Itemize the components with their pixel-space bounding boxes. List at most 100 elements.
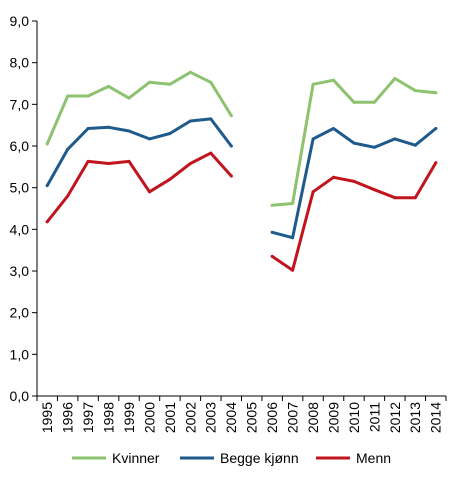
legend-label: Begge kjønn: [220, 450, 299, 466]
series-begge-kj-nn: [45, 117, 438, 240]
data-point: [311, 82, 315, 86]
data-point: [311, 190, 315, 194]
data-point: [168, 132, 172, 135]
data-point: [188, 162, 192, 165]
data-point: [352, 100, 356, 104]
data-point: [229, 174, 233, 178]
data-point: [86, 94, 90, 98]
data-point: [188, 70, 192, 74]
data-point: [229, 114, 233, 118]
data-point: [107, 162, 111, 165]
data-point: [127, 159, 131, 163]
x-tick-label: 2000: [141, 402, 157, 433]
y-tick-label: 6,0: [10, 138, 30, 154]
series-kvinner: [45, 70, 438, 207]
data-point: [45, 184, 49, 188]
data-point: [393, 196, 397, 200]
data-point: [270, 230, 274, 234]
x-tick-label: 1996: [60, 402, 76, 433]
y-tick-label: 5,0: [10, 180, 30, 196]
data-point: [107, 125, 111, 129]
data-point: [148, 190, 151, 194]
data-point: [107, 84, 111, 88]
x-tick-label: 2001: [162, 402, 178, 433]
data-point: [66, 147, 70, 151]
data-point: [413, 143, 417, 147]
data-point: [66, 194, 70, 198]
y-tick-label: 7,0: [10, 96, 30, 112]
x-tick-label: 1998: [100, 402, 116, 433]
data-point: [209, 117, 213, 121]
x-tick-label: 2014: [428, 402, 444, 433]
x-tick-label: 2011: [366, 402, 382, 432]
data-point: [332, 78, 335, 82]
x-tick-label: 2006: [264, 402, 280, 433]
data-point: [148, 137, 151, 141]
x-tick-label: 2008: [305, 402, 321, 433]
x-tick-label: 2007: [285, 402, 301, 433]
data-point: [86, 159, 90, 163]
data-point: [413, 196, 417, 200]
data-point: [372, 145, 376, 149]
data-point: [332, 127, 335, 130]
data-point: [148, 80, 151, 84]
data-point: [209, 151, 213, 155]
y-tick-label: 2,0: [10, 305, 30, 321]
legend-label: Menn: [356, 450, 391, 466]
series-line: [45, 117, 438, 240]
x-tick-label: 2013: [407, 402, 423, 433]
x-tick-label: 2010: [346, 402, 362, 433]
data-point: [270, 254, 274, 258]
data-point: [434, 161, 438, 165]
x-tick-label: 2009: [325, 402, 341, 433]
data-point: [209, 80, 213, 84]
data-point: [86, 127, 90, 130]
data-point: [168, 177, 172, 181]
x-tick-label: 1999: [121, 402, 137, 433]
x-tick-label: 2002: [182, 402, 198, 433]
data-point: [332, 175, 335, 179]
x-tick-label: 2005: [244, 402, 260, 433]
legend: Kvinner Begge kjønn Menn: [72, 450, 391, 466]
data-point: [127, 96, 131, 100]
y-tick-label: 0,0: [10, 388, 30, 404]
data-point: [66, 94, 70, 98]
series-layer: [45, 70, 438, 272]
series-line: [45, 151, 438, 272]
data-point: [291, 268, 295, 272]
data-point: [311, 137, 315, 141]
data-point: [393, 77, 397, 80]
y-tick-label: 8,0: [10, 55, 30, 71]
x-tick-label: 2012: [387, 402, 403, 433]
legend-item: Kvinner: [72, 450, 160, 466]
data-point: [229, 144, 233, 148]
series-line: [45, 70, 438, 207]
legend-item: Begge kjønn: [180, 450, 299, 466]
series-menn: [45, 151, 438, 272]
data-point: [413, 89, 417, 93]
data-point: [270, 203, 274, 207]
data-point: [352, 141, 356, 145]
x-tick-label: 2004: [223, 402, 239, 433]
data-point: [393, 137, 397, 141]
data-point: [45, 220, 49, 224]
data-point: [372, 188, 376, 192]
data-point: [291, 236, 295, 240]
x-tick-label: 1997: [80, 402, 96, 433]
data-point: [434, 127, 438, 130]
data-point: [372, 100, 376, 104]
y-tick-label: 1,0: [10, 346, 30, 362]
data-point: [45, 142, 49, 146]
data-point: [434, 91, 438, 95]
x-tick-label: 1995: [39, 402, 55, 433]
y-tick-label: 9,0: [10, 13, 30, 29]
x-tick-label: 2003: [203, 402, 219, 433]
data-point: [127, 129, 131, 133]
legend-item: Menn: [316, 450, 391, 466]
y-tick-label: 3,0: [10, 263, 30, 279]
y-tick-label: 4,0: [10, 221, 30, 237]
data-point: [352, 179, 356, 183]
data-point: [168, 82, 172, 86]
